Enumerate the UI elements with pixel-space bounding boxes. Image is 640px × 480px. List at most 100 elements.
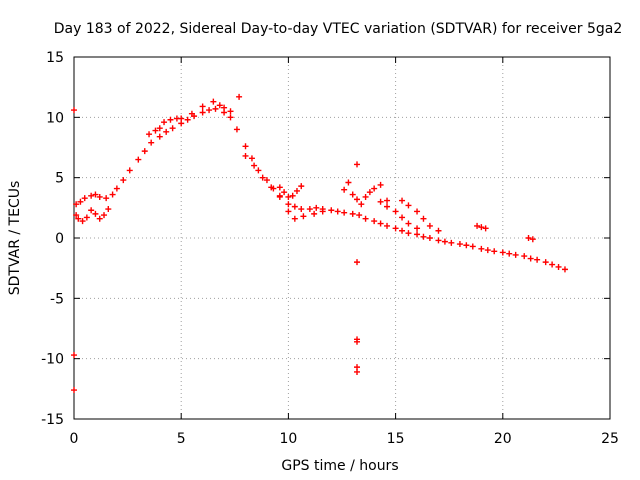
- plot-frame: [73, 56, 611, 420]
- data-point: [478, 245, 485, 252]
- data-point: [156, 133, 163, 140]
- data-point: [291, 215, 298, 222]
- data-point: [371, 185, 378, 192]
- x-tick-label: 20: [494, 431, 512, 447]
- data-point: [161, 119, 168, 126]
- data-point: [484, 247, 491, 254]
- data-point: [300, 213, 307, 220]
- data-point: [478, 224, 485, 231]
- data-series: [73, 206, 112, 225]
- x-axis: 0 5 10 15 20 25: [70, 57, 619, 447]
- data-point: [356, 212, 363, 219]
- data-point: [405, 230, 412, 237]
- data-point: [349, 210, 356, 217]
- data-point: [268, 184, 275, 191]
- data-point: [491, 248, 498, 255]
- data-point: [77, 198, 84, 205]
- data-point: [399, 227, 406, 234]
- data-point: [188, 110, 195, 117]
- x-tick-label: 0: [70, 431, 79, 447]
- data-point: [366, 189, 373, 196]
- data-point: [71, 387, 77, 394]
- data-point: [448, 239, 455, 246]
- data-point: [384, 203, 391, 210]
- data-point: [527, 255, 534, 262]
- data-point: [474, 222, 481, 229]
- data-point: [96, 193, 103, 200]
- data-series: [73, 105, 568, 273]
- data-point: [334, 208, 341, 215]
- data-point: [549, 261, 556, 268]
- data-point: [377, 181, 384, 188]
- data-point: [426, 222, 433, 229]
- data-point: [534, 256, 541, 263]
- data-points: [71, 93, 568, 394]
- data-point: [354, 338, 361, 345]
- data-point: [73, 212, 80, 219]
- data-point: [216, 102, 223, 109]
- data-series: [525, 235, 536, 243]
- data-point: [555, 263, 562, 270]
- data-point: [435, 227, 442, 234]
- data-point: [263, 177, 270, 184]
- y-axis: -15 -10 -5 0 5 10 15: [41, 50, 610, 428]
- data-point: [156, 125, 163, 132]
- chart-title: Day 183 of 2022, Sidereal Day-to-day VTE…: [54, 21, 623, 37]
- data-point: [92, 191, 99, 198]
- data-point: [426, 235, 433, 241]
- data-point: [167, 116, 174, 123]
- data-point: [148, 139, 155, 146]
- data-point: [405, 202, 412, 209]
- data-point: [354, 368, 361, 375]
- data-point: [362, 215, 369, 222]
- data-point: [319, 208, 326, 215]
- data-point: [289, 192, 296, 199]
- data-series: [377, 198, 421, 232]
- data-point: [178, 115, 185, 122]
- data-point: [146, 131, 153, 138]
- data-point: [88, 192, 95, 199]
- data-point: [542, 259, 549, 266]
- data-series: [146, 98, 234, 138]
- data-series: [242, 152, 326, 222]
- data-point: [414, 208, 421, 215]
- data-point: [227, 114, 234, 121]
- x-tick-label: 25: [601, 431, 619, 447]
- data-point: [306, 206, 313, 213]
- data-point: [362, 193, 369, 200]
- data-point: [221, 104, 228, 111]
- data-point: [92, 210, 99, 217]
- data-series: [399, 197, 442, 234]
- data-point: [399, 214, 406, 221]
- data-series: [71, 93, 361, 394]
- data-point: [81, 195, 88, 202]
- y-tick-label: -15: [41, 412, 64, 428]
- data-point: [371, 218, 378, 225]
- y-tick-label: -5: [50, 291, 64, 307]
- data-point: [420, 215, 427, 222]
- data-point: [96, 215, 103, 222]
- data-point: [349, 191, 356, 198]
- data-point: [101, 212, 108, 219]
- data-point: [255, 167, 262, 174]
- data-point: [354, 161, 361, 168]
- data-point: [242, 152, 249, 159]
- data-point: [456, 241, 463, 248]
- data-point: [227, 108, 234, 115]
- data-point: [242, 143, 249, 150]
- data-point: [328, 207, 335, 214]
- data-point: [414, 225, 421, 232]
- data-point: [441, 238, 448, 245]
- data-point: [103, 195, 110, 202]
- data-point: [521, 253, 528, 260]
- x-axis-label: GPS time / hours: [281, 458, 398, 474]
- data-point: [152, 127, 159, 134]
- data-point: [285, 208, 292, 215]
- data-point: [420, 233, 427, 240]
- data-point: [113, 185, 120, 192]
- data-point: [126, 167, 133, 174]
- data-point: [405, 220, 412, 227]
- data-point: [210, 98, 217, 105]
- data-point: [291, 203, 298, 210]
